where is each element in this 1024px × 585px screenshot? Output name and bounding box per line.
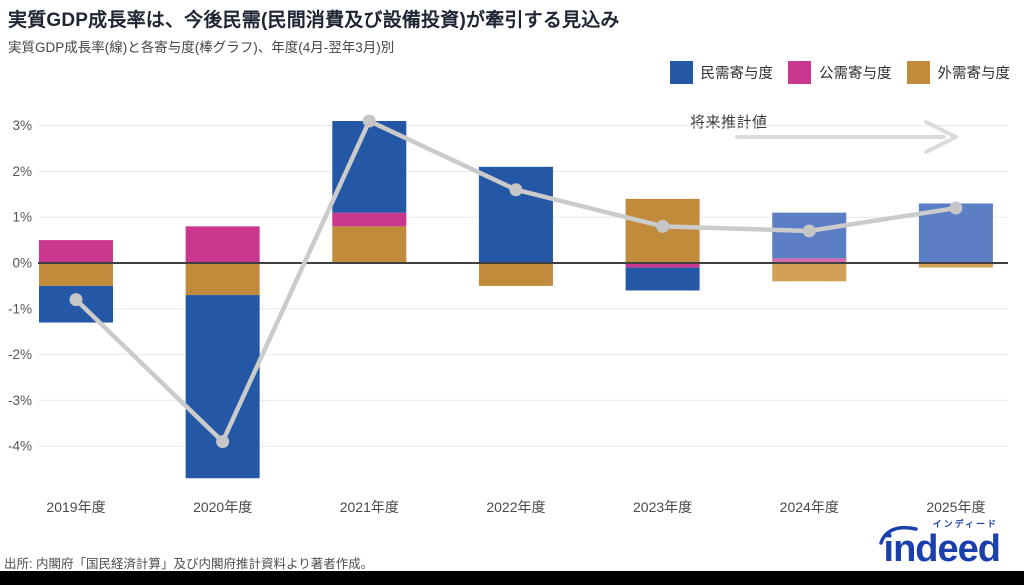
bar-segment-民需寄与度-2023年度 (625, 267, 700, 291)
legend-item-public-demand: 公需寄与度 (788, 61, 892, 84)
gdp-point-2019年度 (69, 293, 83, 307)
x-axis-label-2024年度: 2024年度 (780, 499, 839, 515)
x-axis-label-2025年度: 2025年度 (926, 499, 985, 515)
bar-segment-民需寄与度-2022年度 (478, 166, 553, 263)
indeed-swoosh-icon (878, 525, 918, 545)
legend-label: 公需寄与度 (819, 66, 892, 82)
legend-swatch-public-demand (788, 61, 811, 84)
bar-segment-公需寄与度-2021年度 (332, 212, 407, 227)
indeed-logo-text: indeed (883, 528, 1001, 570)
x-axis-label-2019年度: 2019年度 (46, 499, 105, 515)
bar-segment-公需寄与度-2024年度 (772, 258, 847, 263)
gdp-point-2021年度 (362, 114, 376, 128)
y-axis-tick-label: -1% (8, 301, 32, 316)
legend-label: 民需寄与度 (700, 66, 774, 82)
bar-segment-外需寄与度-2022年度 (478, 263, 553, 286)
forecast-annotation-label: 将来推計値 (690, 114, 768, 131)
x-axis-label-2021年度: 2021年度 (340, 499, 399, 515)
x-axis-label-2023年度: 2023年度 (633, 499, 692, 515)
legend-item-external-demand: 外需寄与度 (906, 61, 1011, 84)
indeed-logo: インディード indeed (878, 519, 1001, 570)
bar-segment-外需寄与度-2021年度 (332, 226, 407, 263)
forecast-arrow-head (924, 120, 958, 154)
legend-swatch-private-demand (669, 61, 693, 84)
bar-segment-公需寄与度-2019年度 (39, 240, 113, 263)
gdp-contribution-chart: 3% 2% 1% 0% -1% -2% -3% -4% 2019年度 2020年度 2021年度 20… (8, 114, 1008, 515)
bar-segment-公需寄与度-2023年度 (625, 263, 700, 268)
gdp-point-2022年度 (509, 183, 523, 197)
y-axis-tick-label: 1% (12, 210, 32, 225)
source-note: 出所: 内閣府「国民経済計算」及び内閣府推計資料より著者作成。 (4, 557, 374, 571)
bar-segment-民需寄与度-2021年度 (332, 121, 407, 213)
bottom-bar (0, 571, 1024, 585)
gdp-point-2020年度 (216, 435, 230, 449)
page-title: 実質GDP成長率は、今後民需(民間消費及び設備投資)が牽引する見込み (8, 10, 620, 31)
y-axis-tick-label: -2% (8, 347, 32, 362)
y-axis-tick-label: 3% (12, 118, 32, 133)
page-subtitle: 実質GDP成長率(線)と各寄与度(棒グラフ)、年度(4月-翌年3月)別 (8, 40, 395, 55)
y-axis-tick-label: -4% (8, 439, 32, 454)
x-axis-label-2020年度: 2020年度 (193, 499, 252, 515)
legend-label: 外需寄与度 (937, 66, 1011, 82)
y-axis-tick-label: -3% (8, 393, 32, 408)
y-axis-tick-label: 0% (12, 256, 32, 271)
legend-swatch-external-demand (906, 61, 930, 84)
bar-segment-外需寄与度-2020年度 (185, 263, 260, 296)
legend-item-private-demand: 民需寄与度 (669, 61, 774, 84)
chart-legend: 民需寄与度 公需寄与度 外需寄与度 (669, 61, 1011, 84)
gdp-point-2023年度 (656, 219, 670, 233)
x-axis-label-2022年度: 2022年度 (486, 499, 545, 515)
bar-segment-外需寄与度-2019年度 (39, 263, 113, 286)
indeed-logo-ruby: インディード (932, 519, 998, 529)
bar-segment-公需寄与度-2020年度 (185, 226, 260, 263)
bar-segment-外需寄与度-2025年度 (918, 263, 993, 268)
bar-segment-外需寄与度-2024年度 (772, 263, 847, 282)
gdp-point-2024年度 (802, 224, 816, 238)
gdp-point-2025年度 (949, 201, 963, 215)
y-axis-tick-label: 2% (12, 164, 32, 179)
